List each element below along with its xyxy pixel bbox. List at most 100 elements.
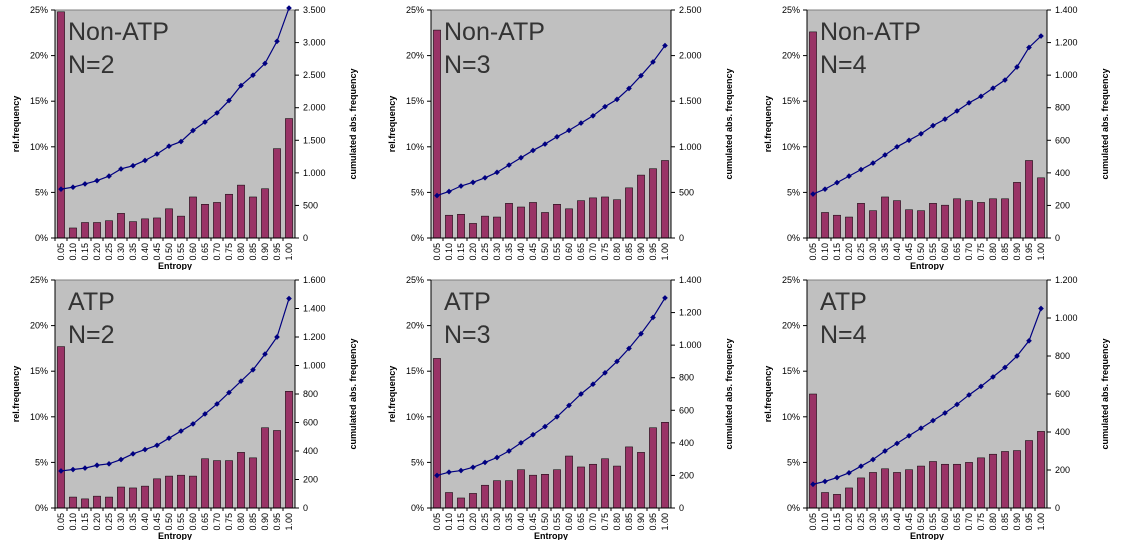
line-point	[870, 160, 876, 166]
bar	[469, 493, 477, 509]
x-tick-label: 0.10	[444, 243, 454, 261]
y2-tick-label: 1.000	[1055, 70, 1078, 80]
x-tick-label: 0.20	[844, 513, 854, 531]
x-tick-label: 0.60	[564, 513, 574, 531]
line-point	[870, 456, 876, 463]
x-tick-label: 0.90	[1012, 243, 1022, 261]
line-point	[894, 143, 900, 150]
line-point	[834, 474, 840, 481]
line-point	[166, 143, 172, 149]
x-tick-label: 0.65	[576, 513, 586, 531]
y-tick-label: 25%	[30, 5, 48, 15]
bar	[941, 204, 949, 239]
x-tick-label: 0.75	[600, 513, 610, 531]
bar	[809, 393, 817, 509]
line-point	[1002, 77, 1008, 83]
bar	[493, 216, 501, 239]
chart-svg: Non-ATP N=2 0% 5% 10% 15% 20% 25% 0 500 1.000 1.500…	[11, 5, 358, 270]
line-point	[626, 345, 632, 352]
x-tick-label: 0.45	[152, 243, 162, 261]
bar	[965, 462, 973, 509]
y2-tick-label: 2.000	[303, 103, 326, 113]
chart-title-line: Non-ATP	[68, 18, 169, 46]
line-point	[178, 428, 184, 434]
x-tick-label: 0.50	[540, 513, 550, 531]
bar	[445, 492, 453, 509]
bar	[857, 477, 865, 509]
bar	[129, 221, 137, 239]
x-tick-label: 0.90	[636, 243, 646, 261]
bar	[929, 203, 937, 239]
line-point	[650, 314, 656, 321]
bar	[661, 160, 669, 239]
line-point	[810, 481, 816, 488]
x-tick-label: 0.95	[272, 243, 282, 261]
line-point	[858, 463, 864, 470]
y2-tick-label: 1.200	[1055, 38, 1078, 48]
bar	[105, 220, 113, 239]
chart-title-line: ATP	[820, 288, 867, 316]
x-tick-label: 1.00	[660, 513, 670, 531]
y-tick-label: 15%	[406, 96, 424, 106]
y-tick-label: 15%	[782, 96, 800, 106]
y-tick-label: 5%	[787, 457, 800, 467]
x-tick-label: 0.05	[808, 243, 818, 261]
x-tick-label: 0.20	[92, 243, 102, 261]
x-tick-label: 0.80	[612, 243, 622, 261]
x-tick-label: 0.55	[176, 243, 186, 261]
y2-tick-label: 2.500	[679, 5, 702, 15]
y2-tick-label: 2.500	[303, 70, 326, 80]
line-point	[602, 370, 608, 376]
x-tick-label: 0.65	[576, 243, 586, 261]
line-point	[58, 468, 64, 474]
line-point	[94, 177, 100, 184]
x-tick-label: 0.75	[976, 513, 986, 531]
bar	[457, 497, 465, 509]
x-tick-label: 0.50	[916, 243, 926, 261]
bar	[141, 218, 149, 239]
y2-axis-label: cumulated abs. frequency	[1100, 338, 1110, 449]
bar	[845, 216, 853, 239]
x-tick-label: 0.70	[964, 243, 974, 261]
x-tick-label: 1.00	[284, 513, 294, 531]
line-point	[626, 85, 632, 92]
line-point	[506, 162, 512, 168]
bar	[809, 31, 817, 239]
x-tick-label: 0.10	[820, 243, 830, 261]
bar	[881, 196, 889, 239]
bar	[1013, 450, 1021, 509]
bar	[433, 358, 441, 509]
line-point	[70, 184, 76, 191]
line-point	[662, 295, 668, 301]
bar	[821, 492, 829, 509]
x-tick-label: 0.95	[272, 513, 282, 531]
bar	[93, 495, 101, 509]
y-tick-label: 15%	[30, 96, 48, 106]
bar	[601, 196, 609, 239]
bar	[261, 188, 269, 239]
bar	[905, 209, 913, 239]
bar	[613, 199, 621, 239]
y2-tick-label: 600	[1055, 135, 1070, 145]
y2-tick-label: 1.000	[679, 142, 702, 152]
line-point	[906, 432, 912, 439]
y2-tick-label: 600	[303, 418, 318, 428]
line-point	[458, 183, 464, 189]
bar	[225, 193, 233, 239]
line-point	[822, 478, 828, 485]
chart-svg: Non-ATP N=4 0% 5% 10% 15% 20% 25% 0 200 400 600 800 1…	[763, 5, 1110, 270]
x-tick-label: 0.40	[516, 243, 526, 261]
x-tick-label: 0.25	[104, 243, 114, 261]
bar	[153, 217, 161, 239]
y2-tick-label: 0	[1055, 233, 1060, 243]
y-tick-label: 20%	[406, 321, 424, 331]
bar	[565, 208, 573, 239]
line-point	[978, 93, 984, 100]
line-point	[1038, 33, 1044, 39]
chart-title-line: ATP	[68, 288, 115, 316]
y-axis-label: rel.frequency	[11, 96, 21, 153]
x-tick-label: 0.25	[480, 513, 490, 531]
bar	[105, 496, 113, 509]
bar	[201, 204, 209, 239]
y2-tick-label: 400	[303, 446, 318, 456]
